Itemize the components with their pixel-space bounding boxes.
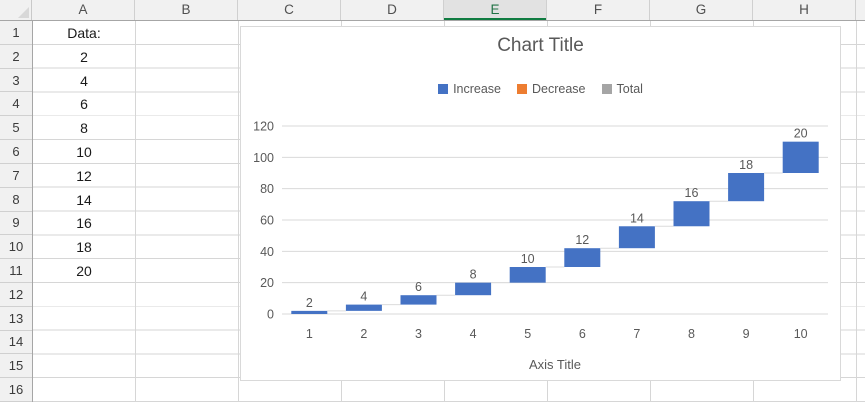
cell-a6[interactable]: 10 — [76, 143, 92, 160]
cell-a9[interactable]: 16 — [76, 215, 92, 232]
legend-label: Total — [616, 82, 643, 96]
row-header-2[interactable]: 2 — [0, 45, 32, 69]
row-header-4[interactable]: 4 — [0, 92, 32, 117]
row-header-16[interactable]: 16 — [0, 378, 32, 402]
data-label: 20 — [794, 127, 808, 141]
column-header-h[interactable]: H — [753, 0, 856, 20]
increase-swatch-icon — [438, 84, 449, 94]
x-tick-label: 5 — [524, 327, 531, 341]
decrease-swatch-icon — [517, 84, 528, 94]
y-tick-label: 20 — [260, 276, 274, 290]
cell-a3[interactable]: 4 — [80, 72, 88, 89]
x-tick-label: 6 — [579, 327, 586, 341]
row-header-9[interactable]: 9 — [0, 212, 32, 236]
chart-plot-area: 0204060801001202142638410512614716818920… — [253, 120, 828, 341]
cell-a8[interactable]: 14 — [76, 191, 92, 208]
column-header-e[interactable]: E — [444, 0, 547, 20]
x-tick-label: 8 — [688, 327, 695, 341]
y-tick-label: 100 — [253, 151, 274, 165]
legend-item-decrease[interactable]: Decrease — [517, 82, 586, 96]
row-header-5[interactable]: 5 — [0, 116, 32, 141]
cell-a10[interactable]: 18 — [76, 239, 92, 256]
cell-a4[interactable]: 6 — [80, 96, 88, 113]
y-tick-label: 60 — [260, 214, 274, 228]
row-header-13[interactable]: 13 — [0, 307, 32, 331]
increase-bar-7[interactable] — [618, 226, 655, 249]
increase-bar-4[interactable] — [455, 282, 492, 296]
row-header-12[interactable]: 12 — [0, 283, 32, 307]
column-header-b[interactable]: B — [135, 0, 238, 20]
increase-bar-9[interactable] — [728, 173, 765, 202]
cell-a2[interactable]: 2 — [80, 48, 88, 65]
legend-label: Decrease — [532, 82, 586, 96]
x-axis-title[interactable]: Axis Title — [528, 357, 581, 372]
data-label: 2 — [306, 296, 313, 310]
x-tick-label: 9 — [743, 327, 750, 341]
increase-bar-6[interactable] — [564, 248, 601, 267]
cell-a11[interactable]: 20 — [76, 263, 92, 280]
data-label: 6 — [415, 280, 422, 294]
column-header-g[interactable]: G — [650, 0, 753, 20]
x-tick-label: 10 — [794, 327, 808, 341]
x-tick-label: 1 — [306, 327, 313, 341]
increase-bar-3[interactable] — [400, 295, 437, 305]
y-tick-label: 80 — [260, 182, 274, 196]
row-header-7[interactable]: 7 — [0, 164, 32, 188]
x-tick-label: 7 — [633, 327, 640, 341]
data-label: 16 — [685, 186, 699, 200]
data-label: 8 — [470, 268, 477, 282]
waterfall-chart-object[interactable]: Chart Title Increase Decrease Total 0 20 40 6… — [240, 26, 841, 381]
select-all-triangle-icon — [18, 7, 29, 18]
x-tick-label: 3 — [415, 327, 422, 341]
row-header-10[interactable]: 10 — [0, 235, 32, 260]
legend-label: Increase — [453, 82, 502, 96]
row-header-14[interactable]: 14 — [0, 331, 32, 355]
data-label: 14 — [630, 211, 644, 225]
row-header-3[interactable]: 3 — [0, 69, 32, 93]
cell-a5[interactable]: 8 — [80, 120, 88, 137]
increase-bar-5[interactable] — [509, 267, 546, 283]
cell-a1[interactable]: Data: — [67, 24, 101, 41]
row-header-15[interactable]: 15 — [0, 354, 32, 379]
increase-bar-8[interactable] — [673, 201, 710, 227]
cell-a7[interactable]: 12 — [76, 167, 92, 184]
x-tick-label: 4 — [470, 327, 477, 341]
data-label: 12 — [575, 233, 589, 247]
column-header-partial[interactable] — [856, 0, 865, 20]
chart-title[interactable]: Chart Title — [497, 35, 584, 56]
data-label: 18 — [739, 158, 753, 172]
y-tick-label: 0 — [267, 308, 274, 322]
column-header-c[interactable]: C — [238, 0, 341, 20]
total-swatch-icon — [601, 84, 612, 94]
y-tick-label: 120 — [253, 120, 274, 134]
increase-bar-10[interactable] — [782, 141, 819, 173]
data-label: 4 — [360, 290, 367, 304]
select-all-button[interactable] — [0, 0, 32, 20]
increase-bar-1[interactable] — [291, 310, 328, 314]
column-header-d[interactable]: D — [341, 0, 444, 20]
x-tick-label: 2 — [360, 327, 367, 341]
row-header-8[interactable]: 8 — [0, 188, 32, 212]
column-header-f[interactable]: F — [547, 0, 650, 20]
row-header-6[interactable]: 6 — [0, 140, 32, 164]
data-label: 10 — [521, 252, 535, 266]
row-header-1[interactable]: 1 — [0, 21, 32, 45]
increase-bar-2[interactable] — [345, 304, 382, 311]
chart-legend: Increase Decrease Total — [241, 82, 840, 96]
row-header-11[interactable]: 11 — [0, 259, 32, 283]
column-header-a[interactable]: A — [32, 0, 135, 20]
row-header-column: 1 2 3 4 5 6 7 8 9 10 11 12 13 14 15 16 — [0, 21, 33, 402]
y-tick-label: 40 — [260, 245, 274, 259]
legend-item-increase[interactable]: Increase — [438, 82, 501, 96]
legend-item-total[interactable]: Total — [601, 82, 643, 96]
